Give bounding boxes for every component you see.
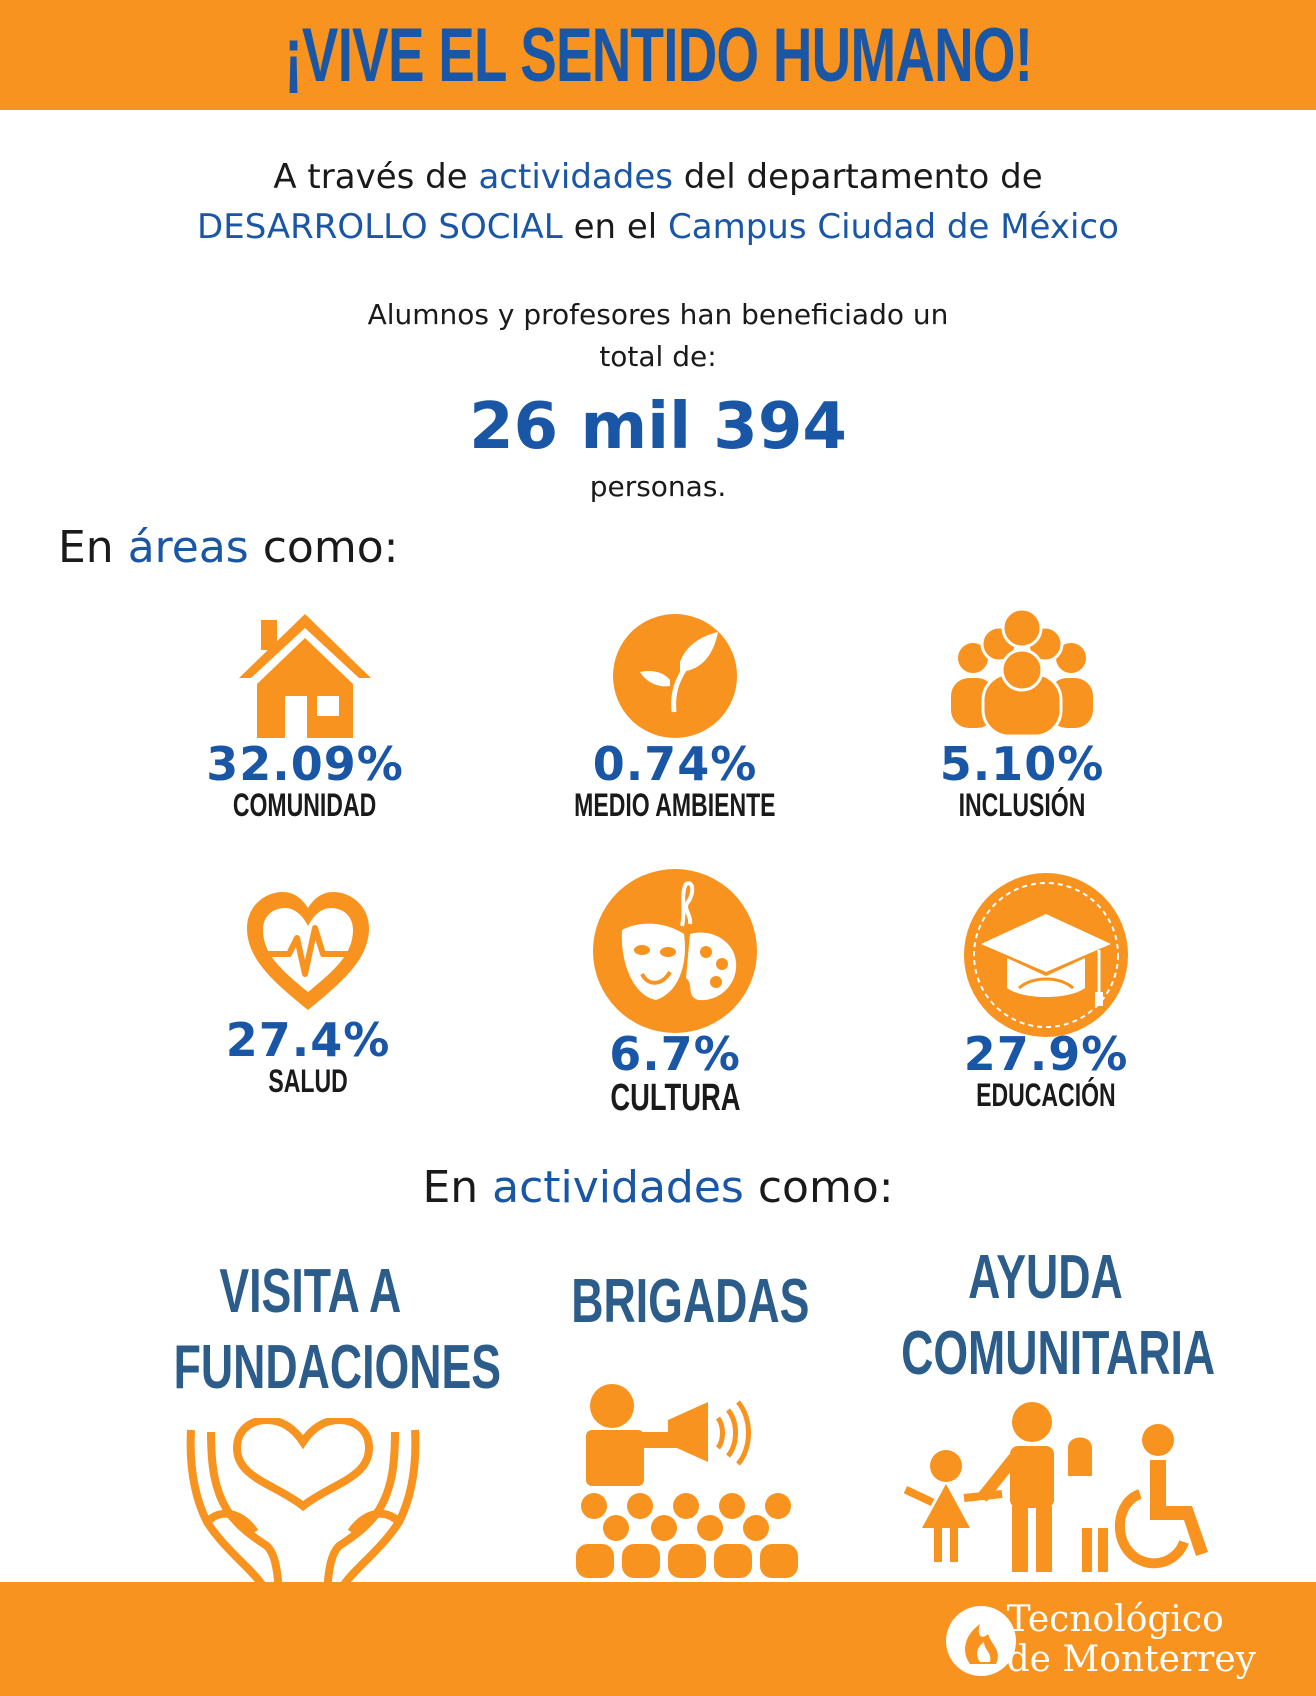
area-percent: 5.10% [939, 737, 1105, 791]
title-banner: ¡VIVE EL SENTIDO HUMANO! [0, 0, 1316, 110]
area-salud: 27.4% SALUD [138, 888, 478, 1098]
house-icon [239, 614, 371, 738]
area-label: INCLUSIÓN [958, 787, 1086, 823]
area-label: SALUD [268, 1063, 348, 1099]
intro-line-2: DESARROLLO SOCIAL en el Campus Ciudad de… [197, 207, 1119, 247]
people-group-icon [951, 608, 1093, 738]
area-educacion: 27.9% EDUCACIÓN [876, 872, 1216, 1112]
graduation-cap-icon [964, 873, 1128, 1037]
area-label: CULTURA [609, 1077, 741, 1119]
intro-line-1: A través de actividades del departamento… [273, 157, 1043, 197]
area-percent: 27.4% [225, 1013, 391, 1067]
activities-heading: En actividades como: [422, 1162, 894, 1213]
theater-mask-palette-icon [593, 869, 757, 1033]
areas-heading: En áreas como: [58, 522, 399, 573]
footer-bar [0, 1582, 1316, 1696]
area-label: COMUNIDAD [233, 787, 377, 823]
activity-visita-fundaciones: VISITA A FUNDACIONES [173, 1257, 502, 1402]
beneficiaries-unit: personas. [589, 470, 727, 503]
flame-logo-icon [946, 1606, 1016, 1676]
activity-brigadas: BRIGADAS [570, 1267, 810, 1336]
megaphone-crowd-icon [576, 1384, 798, 1578]
area-medio-ambiente: 0.74% MEDIO AMBIENTE [505, 612, 845, 822]
area-percent: 32.09% [206, 737, 404, 791]
hands-heart-icon [186, 1418, 420, 1614]
area-percent: 27.9% [963, 1027, 1129, 1081]
family-wheelchair-icon [903, 1402, 1208, 1572]
area-cultura: 6.7% CULTURA [505, 868, 845, 1118]
intro-text: A través de actividades del departamento… [0, 152, 1316, 252]
institution-logo-text: Tecnológico de Monterrey [1006, 1599, 1256, 1680]
area-comunidad: 32.09% COMUNIDAD [135, 612, 475, 822]
area-label: EDUCACIÓN [976, 1077, 1116, 1113]
area-percent: 6.7% [609, 1027, 741, 1081]
summary-text: Alumnos y profesores han beneficiado un … [367, 298, 949, 373]
page-title: ¡VIVE EL SENTIDO HUMANO! [284, 12, 1033, 98]
activity-ayuda-comunitaria: AYUDA COMUNITARIA [901, 1243, 1216, 1388]
beneficiaries-number: 26 mil 394 [469, 390, 847, 464]
leaf-icon [613, 614, 737, 738]
area-percent: 0.74% [592, 737, 758, 791]
area-label: MEDIO AMBIENTE [574, 787, 776, 823]
area-inclusion: 5.10% INCLUSIÓN [852, 608, 1192, 822]
heart-pulse-icon [247, 892, 369, 1010]
